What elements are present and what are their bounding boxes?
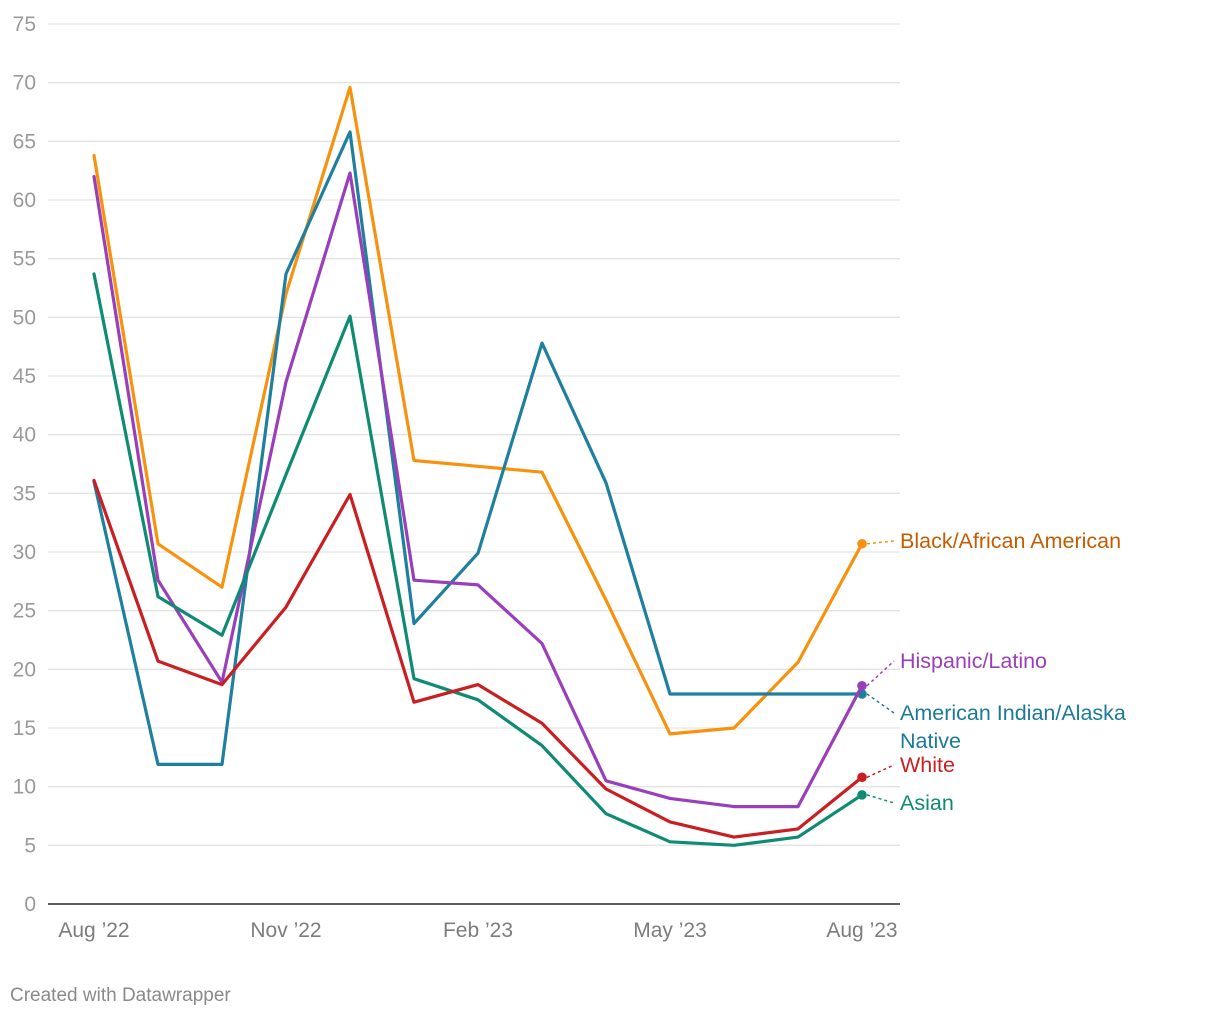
series-asian [92,272,895,847]
y-tick-label: 40 [13,424,36,447]
x-axis-ticks: Aug ’22 Nov ’22 Feb ’23 May ’23 Aug ’23 [58,919,897,942]
series-end-labels: Black/African American American Indian/Al… [900,529,1126,815]
y-tick-label: 60 [13,189,36,212]
end-point-asian [857,790,867,800]
series-label-hispanic-latino: Hispanic/Latino [900,649,1047,673]
x-tick-label: Feb ’23 [443,919,513,942]
series-line-american-indian-alaska-native [92,130,864,767]
label-connector-white [866,764,895,778]
series-label-line: Native [900,729,961,753]
y-tick-label: 65 [13,130,36,153]
end-point-white [857,772,867,783]
x-tick-label: Aug ’23 [826,919,897,942]
series-label-asian: Asian [900,791,954,815]
series-lines [92,85,895,847]
y-tick-label: 50 [13,306,36,329]
y-tick-label: 55 [13,248,36,271]
series-white [92,478,895,839]
series-line-asian [92,272,864,847]
series-label-white: White [900,753,955,777]
x-tick-label: Aug ’22 [58,919,129,942]
y-tick-label: 35 [13,482,36,505]
y-tick-label: 70 [13,72,36,95]
x-tick-label: Nov ’22 [250,919,321,942]
y-tick-label: 20 [13,658,36,681]
series-label-american-indian-alaska-native: American Indian/Alaska Native [900,701,1126,753]
y-tick-label: 10 [13,776,36,799]
series-label-line: American Indian/Alaska [900,701,1126,725]
end-point-black-african-american [857,538,867,549]
label-connector-asian [866,794,895,804]
series-black-african-american [92,85,895,736]
datawrapper-credit: Created with Datawrapper [10,985,231,1006]
series-line-black-african-american [92,85,864,736]
x-tick-label: May ’23 [633,919,707,942]
series-line-white [92,478,864,839]
y-tick-label: 5 [24,834,36,857]
y-tick-label: 25 [13,600,36,623]
label-connector-black-african-american [866,540,895,545]
gridlines [48,23,900,905]
y-tick-label: 30 [13,541,36,564]
label-connector-hispanic-latino [866,660,895,687]
y-tick-label: 0 [24,893,36,916]
y-tick-label: 45 [13,365,36,388]
y-tick-label: 15 [13,717,36,740]
series-label-black-african-american: Black/African American [900,529,1121,553]
series-line-hispanic-latino [92,171,864,809]
y-axis-ticks: 0 5 10 15 20 25 30 35 40 45 50 55 60 65 70 75 [13,13,36,916]
label-connector-american-indian-alaska-native [866,693,895,714]
y-tick-label: 75 [13,13,36,36]
end-point-hispanic-latino [857,680,867,691]
